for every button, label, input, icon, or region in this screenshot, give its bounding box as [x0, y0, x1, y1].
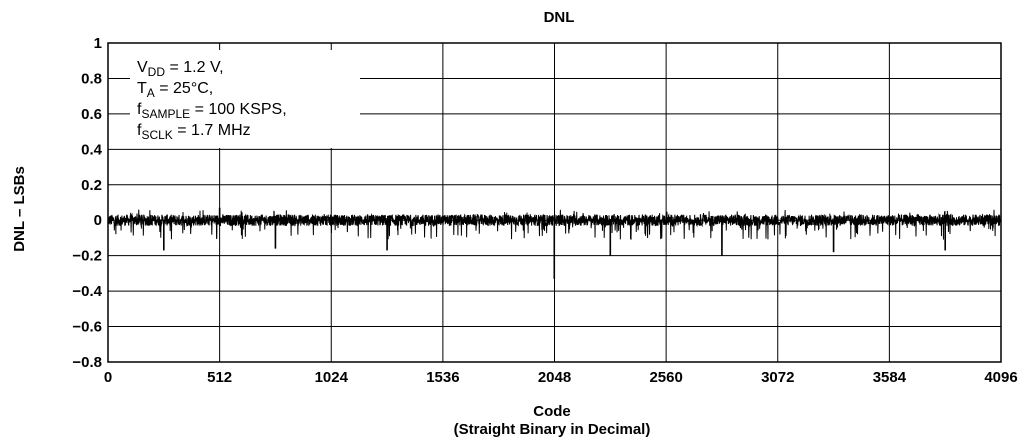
- x-tick-label: 2560: [649, 369, 682, 386]
- annotation: VDD = 1.2 V, TA = 25°C, fSAMPLE = 100 KS…: [137, 59, 287, 142]
- y-axis-label: DNL – LSBs: [11, 166, 28, 252]
- x-tick-label: 1536: [426, 369, 459, 386]
- y-tick-label: −0.8: [72, 354, 102, 371]
- x-tick-label: 0: [104, 369, 112, 386]
- x-tick-label: 512: [207, 369, 232, 386]
- y-tick-label: 0.6: [81, 106, 102, 123]
- annotation-vdd: VDD = 1.2 V,: [137, 59, 224, 79]
- y-tick-label: −0.6: [72, 319, 102, 336]
- annotation-fsclk: fSCLK = 1.7 MHz: [137, 122, 251, 142]
- x-tick-label: 3072: [761, 369, 794, 386]
- y-tick-label: 0.4: [81, 141, 103, 158]
- x-tick-label: 4096: [984, 369, 1017, 386]
- y-tick-label: −0.4: [72, 283, 102, 300]
- y-tick-label: −0.2: [72, 248, 102, 265]
- y-tick-label: 0.2: [81, 177, 102, 194]
- x-tick-label: 3584: [873, 369, 907, 386]
- annotation-ta: TA = 25°C,: [137, 80, 213, 100]
- x-tick-labels: 0 512 1024 1536 2048 2560 3072 3584 4096: [104, 369, 1018, 386]
- y-tick-label: 0: [94, 212, 102, 229]
- plot-frame: [107, 42, 1002, 363]
- x-axis-label: Code: [533, 403, 571, 420]
- y-tick-label: 0.8: [81, 70, 102, 87]
- annotation-box: [130, 50, 360, 148]
- y-tick-label: 1: [94, 35, 102, 52]
- dnl-trace: [107, 207, 1002, 279]
- x-tick-label: 1024: [315, 369, 349, 386]
- x-axis-sublabel: (Straight Binary in Decimal): [454, 421, 651, 438]
- y-tick-labels: 1 0.8 0.6 0.4 0.2 0 −0.2 −0.4 −0.6 −0.8: [72, 35, 102, 371]
- annotation-fsample: fSAMPLE = 100 KSPS,: [137, 101, 287, 121]
- x-tick-label: 2048: [538, 369, 571, 386]
- chart-title: DNL: [544, 9, 575, 26]
